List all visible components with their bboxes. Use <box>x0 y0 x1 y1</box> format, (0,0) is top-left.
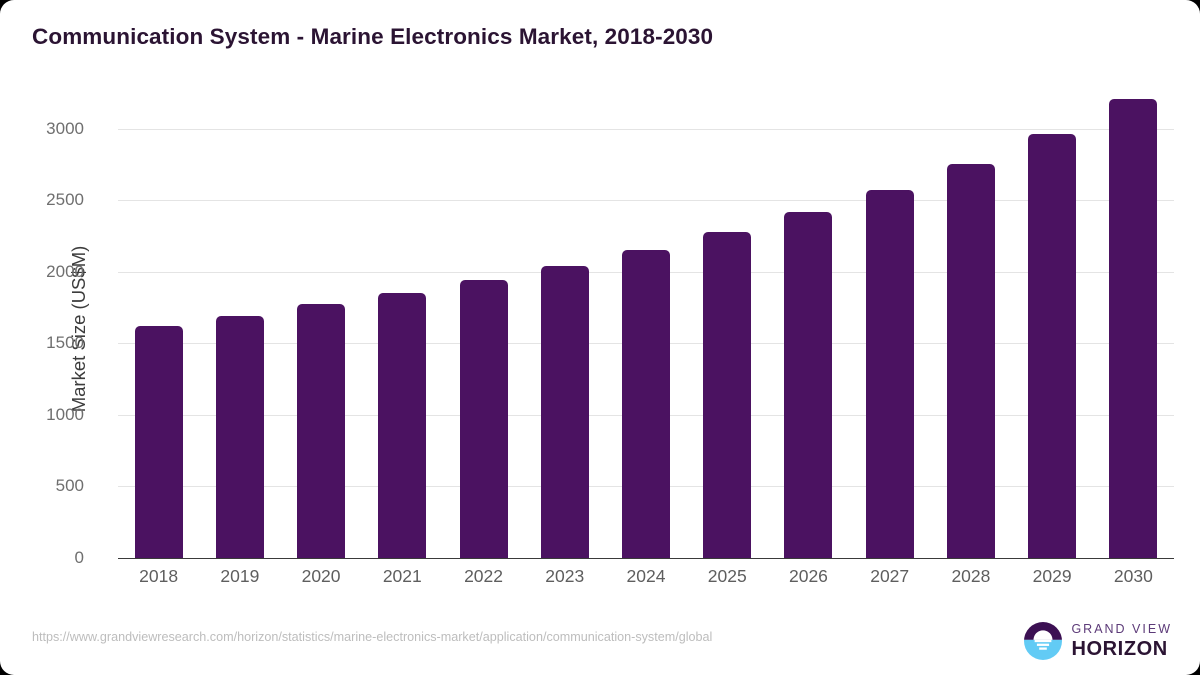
bar[interactable] <box>1109 99 1158 558</box>
bar[interactable] <box>784 212 833 558</box>
bar-slot <box>768 100 849 558</box>
bar-slot <box>1093 99 1174 558</box>
x-tick-label: 2023 <box>545 566 585 586</box>
brand-line-1: GRAND VIEW <box>1071 622 1172 637</box>
bar-slot <box>1012 100 1093 558</box>
horizon-sun-circle-icon <box>1024 622 1063 660</box>
bar[interactable] <box>1028 133 1077 558</box>
x-tick-label: 2029 <box>1032 566 1072 586</box>
y-tick-label: 2500 <box>46 190 84 210</box>
x-tick-label: 2027 <box>870 566 910 586</box>
gridline <box>118 200 1174 202</box>
x-tick-label: 2025 <box>707 566 747 586</box>
bar-slot <box>687 100 768 558</box>
brand-line-2: HORIZON <box>1071 637 1168 660</box>
bar[interactable] <box>703 231 752 558</box>
x-tick-label: 2018 <box>139 566 179 586</box>
bar-slot <box>118 100 199 558</box>
bar-slot <box>930 100 1011 558</box>
bar[interactable] <box>540 266 589 558</box>
y-tick-label: 0 <box>74 548 84 567</box>
page-title: Communication System - Marine Electronic… <box>32 24 714 49</box>
y-tick-label: 500 <box>55 476 84 496</box>
bar-slot <box>280 100 361 558</box>
x-tick-label: 2019 <box>220 566 260 586</box>
bar[interactable] <box>946 163 995 558</box>
y-tick-label: 1500 <box>46 333 84 353</box>
plot-area: Market Size (US$M) 0 500 1000 1500 2000 2500 3… <box>46 99 1174 567</box>
y-tick-label: 1000 <box>46 404 84 424</box>
bar[interactable] <box>297 303 346 558</box>
x-tick-label: 2024 <box>626 566 666 586</box>
bar-slot <box>605 100 686 558</box>
brand-logo: GRAND VIEW HORIZON <box>1024 620 1172 662</box>
y-tick-label: 3000 <box>46 118 84 138</box>
x-tick-label: 2028 <box>951 566 991 586</box>
bar[interactable] <box>621 250 670 558</box>
brand-wordmark: GRAND VIEW HORIZON <box>1071 623 1172 659</box>
x-axis-ticks: 2018 2019 2020 2021 2022 2023 2024 2025 2026 2027… <box>118 566 1174 594</box>
x-tick-label: 2022 <box>464 566 503 586</box>
x-tick-label: 2026 <box>788 566 828 586</box>
source-url[interactable]: https://www.grandviewresearch.com/horizo… <box>32 630 713 644</box>
bar-slot <box>199 100 280 558</box>
x-tick-label: 2021 <box>382 566 422 586</box>
x-tick-label: 2030 <box>1113 566 1153 586</box>
bar[interactable] <box>378 293 427 558</box>
bar-series <box>118 99 1174 558</box>
x-tick-label: 2020 <box>301 566 341 586</box>
bar[interactable] <box>134 326 183 558</box>
bar-slot <box>443 100 524 558</box>
bar-slot <box>524 100 605 558</box>
bar-slot <box>362 100 443 558</box>
y-tick-label: 2000 <box>46 261 84 281</box>
bar[interactable] <box>215 316 264 558</box>
bar[interactable] <box>459 280 508 558</box>
axis-baseline <box>118 558 1174 560</box>
bar-slot <box>849 100 930 558</box>
bar[interactable] <box>865 190 914 558</box>
gridline <box>118 128 1174 130</box>
